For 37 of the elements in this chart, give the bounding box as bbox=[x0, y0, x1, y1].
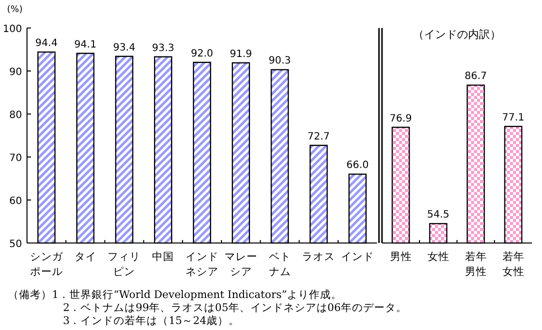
y-tick-label: 80 bbox=[9, 110, 22, 121]
x-tick-label: インド bbox=[341, 251, 374, 263]
y-axis-title: (%) bbox=[7, 5, 23, 15]
x-tick-label: ベトナム bbox=[268, 251, 291, 278]
data-label: 92.0 bbox=[190, 48, 214, 60]
text: 3．インドの若年は（15～24歳）。 bbox=[63, 314, 240, 327]
x-tick-label: 男性 bbox=[390, 251, 412, 263]
x-tick-label: 女性 bbox=[427, 251, 450, 263]
data-label: 76.9 bbox=[390, 113, 412, 124]
data-label: 90.3 bbox=[268, 56, 291, 67]
x-tick-label: 若年男性 bbox=[464, 250, 487, 278]
data-label: 86.7 bbox=[464, 71, 487, 82]
y-tick-label: 100 bbox=[2, 24, 22, 35]
chart-title: （インドの内訳） bbox=[413, 28, 501, 41]
text: 2．ベトナムは99年、ラオスは05年、インドネシアは06年のデータ。 bbox=[63, 302, 407, 314]
x-tick-label: マレーシア bbox=[224, 251, 258, 278]
y-tick-label: 70 bbox=[9, 153, 22, 164]
data-label: 54.5 bbox=[427, 210, 450, 221]
x-tick-label: タイ bbox=[74, 251, 96, 263]
x-tick-label: ラオス bbox=[302, 251, 336, 263]
data-label: 72.7 bbox=[308, 131, 330, 142]
data-label: 77.1 bbox=[502, 112, 524, 124]
data-label: 93.3 bbox=[152, 42, 174, 54]
x-tick-label: インドネシア bbox=[186, 251, 218, 278]
data-label: 91.9 bbox=[230, 48, 252, 60]
y-tick-label: 90 bbox=[9, 67, 22, 78]
data-label: 94.1 bbox=[74, 39, 96, 50]
y-tick-label: 50 bbox=[9, 239, 22, 250]
text: （備考）1．世界銀行“World Development Indicators”より作成。 bbox=[8, 288, 342, 301]
x-tick-label: フィリピン bbox=[108, 251, 141, 278]
x-tick-label: 若年女性 bbox=[502, 250, 524, 278]
x-tick-label: 中国 bbox=[152, 250, 174, 263]
y-tick-label: 60 bbox=[9, 196, 22, 207]
data-label: 93.4 bbox=[113, 42, 136, 54]
data-label: 94.4 bbox=[35, 38, 58, 50]
data-label: 66.0 bbox=[346, 160, 369, 172]
x-tick-label: シンガポール bbox=[30, 251, 64, 278]
